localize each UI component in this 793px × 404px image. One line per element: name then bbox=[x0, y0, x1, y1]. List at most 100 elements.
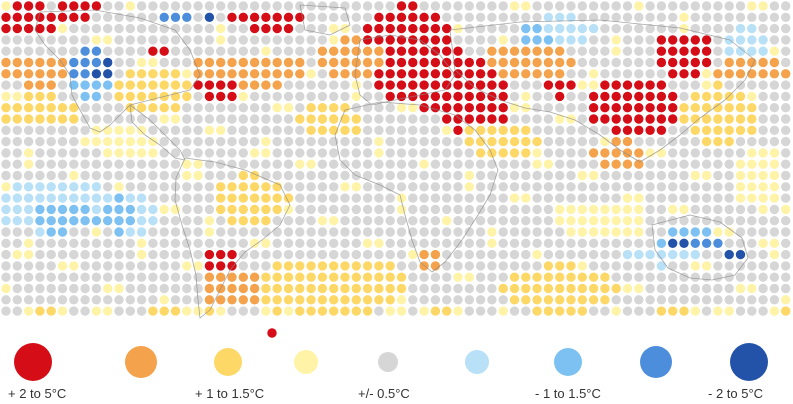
map-dot bbox=[80, 69, 90, 79]
map-dot bbox=[204, 193, 215, 203]
map-dot bbox=[238, 1, 248, 11]
legend-swatch-minus-0-5-to-1 bbox=[465, 350, 489, 374]
map-dot bbox=[543, 182, 554, 192]
map-dot bbox=[475, 283, 486, 294]
map-dot bbox=[362, 35, 373, 45]
map-dot bbox=[645, 182, 655, 192]
map-dot bbox=[227, 125, 237, 135]
map-dot bbox=[475, 148, 486, 158]
map-dot bbox=[182, 272, 192, 282]
map-dot bbox=[679, 249, 689, 260]
map-dot bbox=[1, 148, 11, 158]
map-dot bbox=[690, 91, 700, 102]
map-dot bbox=[329, 216, 339, 226]
map-dot bbox=[35, 23, 45, 34]
map-dot bbox=[487, 159, 497, 169]
map-dot bbox=[159, 249, 169, 260]
map-dot bbox=[668, 103, 678, 113]
map-dot bbox=[283, 182, 294, 192]
map-dot bbox=[35, 91, 45, 102]
map-dot bbox=[317, 295, 328, 305]
legend-label-minus-1-to-1-5: - 1 to 1.5°C bbox=[535, 386, 601, 401]
map-dot bbox=[249, 69, 260, 79]
map-dot bbox=[148, 204, 158, 215]
map-dot bbox=[261, 46, 271, 56]
map-dot bbox=[238, 57, 248, 68]
map-dot bbox=[159, 216, 169, 226]
map-dot bbox=[747, 182, 757, 192]
map-dot bbox=[216, 136, 226, 147]
map-dot bbox=[679, 261, 689, 271]
map-dot bbox=[769, 46, 780, 56]
map-dot bbox=[362, 238, 373, 248]
map-dot bbox=[498, 57, 508, 68]
map-dot bbox=[532, 80, 542, 90]
map-dot bbox=[509, 23, 520, 34]
map-dot bbox=[69, 170, 79, 181]
map-dot bbox=[306, 249, 316, 260]
map-dot bbox=[475, 193, 486, 203]
map-dot bbox=[656, 1, 667, 11]
map-dot bbox=[374, 103, 384, 113]
map-dot bbox=[46, 91, 56, 102]
map-dot bbox=[600, 46, 610, 56]
map-dot bbox=[509, 227, 520, 237]
map-dot bbox=[329, 23, 339, 34]
map-dot bbox=[430, 295, 441, 305]
map-dot bbox=[351, 227, 361, 237]
map-dot bbox=[668, 272, 678, 282]
map-dot bbox=[396, 170, 407, 181]
map-dot bbox=[295, 272, 305, 282]
map-dot bbox=[204, 306, 215, 316]
map-dot bbox=[543, 283, 554, 294]
map-dot bbox=[487, 193, 497, 203]
map-dot bbox=[600, 114, 610, 124]
map-dot bbox=[747, 1, 757, 11]
map-dot bbox=[577, 23, 587, 34]
map-dot bbox=[216, 80, 226, 90]
map-dot bbox=[204, 46, 215, 56]
map-dot bbox=[114, 57, 124, 68]
map-dot bbox=[329, 182, 339, 192]
map-dot bbox=[521, 295, 531, 305]
map-dot bbox=[758, 295, 768, 305]
map-dot bbox=[103, 227, 113, 237]
map-dot bbox=[419, 57, 429, 68]
map-dot bbox=[668, 12, 678, 22]
map-dot bbox=[125, 306, 135, 316]
map-dot bbox=[91, 261, 102, 271]
map-dot bbox=[362, 216, 373, 226]
map-dot bbox=[577, 148, 587, 158]
map-dot bbox=[509, 283, 520, 294]
map-dot bbox=[204, 114, 215, 124]
map-dot bbox=[103, 216, 113, 226]
map-dot bbox=[136, 136, 147, 147]
map-dot bbox=[216, 272, 226, 282]
map-dot bbox=[114, 91, 124, 102]
map-dot bbox=[351, 46, 361, 56]
map-dot bbox=[645, 306, 655, 316]
map-dot bbox=[362, 12, 373, 22]
map-dot bbox=[340, 249, 350, 260]
map-dot bbox=[114, 114, 124, 124]
map-dot bbox=[385, 306, 395, 316]
legend-swatch-plus-2-to-5 bbox=[14, 343, 52, 381]
map-dot bbox=[23, 227, 34, 237]
map-dot bbox=[136, 272, 147, 282]
map-dot bbox=[12, 35, 22, 45]
map-dot bbox=[769, 306, 780, 316]
map-dot bbox=[46, 249, 56, 260]
map-dot bbox=[453, 91, 463, 102]
map-dot bbox=[261, 103, 271, 113]
map-dot bbox=[566, 283, 576, 294]
map-dot bbox=[645, 114, 655, 124]
map-dot bbox=[453, 1, 463, 11]
map-dot bbox=[12, 57, 22, 68]
map-dot bbox=[69, 35, 79, 45]
map-dot bbox=[724, 249, 734, 260]
map-dot bbox=[611, 272, 621, 282]
map-dot bbox=[317, 46, 328, 56]
map-dot bbox=[453, 23, 463, 34]
map-dot bbox=[487, 227, 497, 237]
map-dot bbox=[464, 57, 474, 68]
